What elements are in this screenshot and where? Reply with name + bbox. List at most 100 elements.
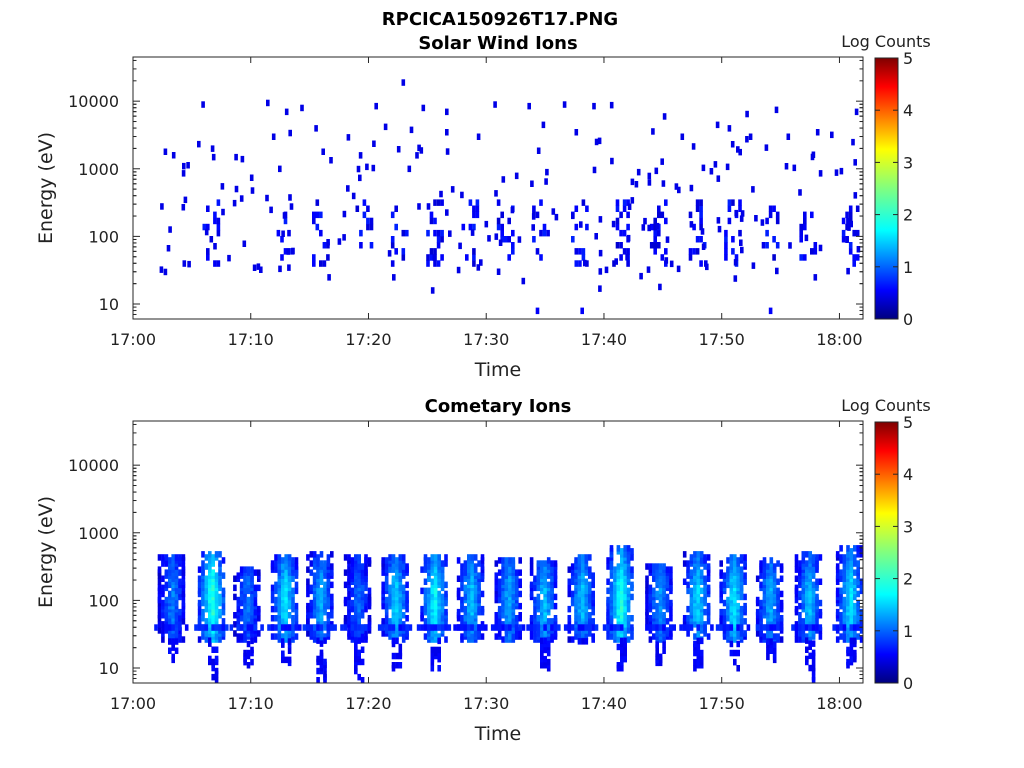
data-point (658, 283, 662, 291)
data-cell (846, 627, 850, 634)
data-cell (417, 144, 421, 152)
data-cell (362, 199, 367, 206)
data-cell (284, 569, 288, 576)
data-cell (417, 203, 421, 210)
data-cell (623, 637, 627, 645)
data-cell (357, 624, 361, 631)
data-cell (772, 608, 777, 616)
data-cell (841, 236, 846, 243)
data-cell (818, 554, 823, 561)
data-cell (706, 584, 711, 592)
data-cell (465, 254, 469, 261)
data-cell (369, 242, 374, 249)
data-cell (581, 638, 585, 645)
axes-frame-solar-wind (132, 56, 864, 320)
x-tick-label: 17:20 (345, 694, 391, 713)
data-cell (776, 624, 780, 631)
data-cell (609, 593, 614, 601)
data-cell (259, 266, 263, 273)
data-point (680, 133, 685, 140)
data-cell (652, 612, 656, 619)
data-cell (232, 199, 237, 207)
data-cell (281, 638, 285, 645)
data-cell (803, 217, 807, 225)
data-cell (626, 615, 631, 622)
data-cell (811, 664, 816, 672)
data-cell (815, 554, 819, 561)
data-cell (270, 615, 275, 622)
data-cell (274, 633, 278, 640)
data-cell (853, 578, 857, 585)
data-cell (475, 211, 480, 219)
data-cell (360, 590, 365, 598)
data-point (851, 138, 855, 146)
x-tick-label: 17:10 (228, 330, 274, 349)
data-cell (316, 560, 320, 567)
data-cell (665, 581, 670, 589)
data-cell (508, 557, 512, 564)
data-cell (444, 636, 448, 643)
data-cell (682, 578, 687, 585)
data-cell (615, 205, 620, 212)
colorbar-tick-label: 1 (903, 258, 913, 277)
data-cell (798, 636, 802, 643)
data-cell (473, 624, 478, 631)
data-cell (813, 248, 818, 255)
data-cell (794, 575, 799, 582)
data-cell (278, 165, 282, 173)
data-cell (364, 566, 368, 573)
data-cell (626, 566, 631, 573)
data-cell (287, 612, 292, 619)
data-cell (394, 205, 398, 212)
data-cell (466, 624, 471, 631)
data-cell (798, 590, 802, 598)
data-cell (159, 266, 164, 273)
data-cell (494, 572, 499, 579)
data-cell (287, 656, 292, 664)
data-cell (164, 596, 169, 604)
data-cell (181, 563, 186, 570)
data-cell (463, 615, 468, 622)
data-cell (312, 624, 317, 631)
data-cell (440, 581, 445, 589)
data-cell (497, 578, 502, 585)
data-cell (794, 630, 799, 637)
data-cell (722, 581, 727, 589)
data-cell (294, 581, 299, 589)
data-cell (842, 633, 847, 640)
data-cell (693, 658, 697, 666)
data-cell (736, 146, 740, 153)
data-cell (423, 602, 428, 610)
data-cell (672, 624, 676, 631)
data-cell (529, 633, 534, 640)
data-cell (856, 624, 860, 631)
data-cell (733, 658, 737, 666)
data-cell (171, 624, 175, 631)
data-cell (343, 596, 348, 604)
data-cell (766, 653, 770, 661)
data-cell (622, 205, 627, 212)
data-cell (653, 248, 657, 255)
panel-cometary: Cometary Ions 17:00 17:10 17:20 17:30 17:40 1… (35, 396, 931, 745)
data-point (493, 101, 497, 108)
data-cell (738, 199, 742, 206)
data-cell (270, 560, 275, 567)
data-cell (574, 260, 579, 267)
data-cell (630, 581, 634, 589)
data-cell (460, 615, 464, 622)
data-cell (239, 624, 244, 631)
data-cell (775, 211, 780, 219)
data-cell (501, 557, 505, 564)
data-cell (201, 633, 205, 640)
data-cell (799, 254, 803, 261)
data-cell (818, 624, 823, 631)
data-cell (626, 545, 631, 552)
data-cell (337, 238, 342, 245)
data-cell (343, 615, 348, 622)
data-cell (842, 596, 847, 604)
data-cell (496, 223, 501, 231)
data-cell (354, 630, 358, 637)
data-cell (250, 602, 254, 610)
data-cell (395, 557, 399, 564)
data-cell (805, 560, 809, 567)
